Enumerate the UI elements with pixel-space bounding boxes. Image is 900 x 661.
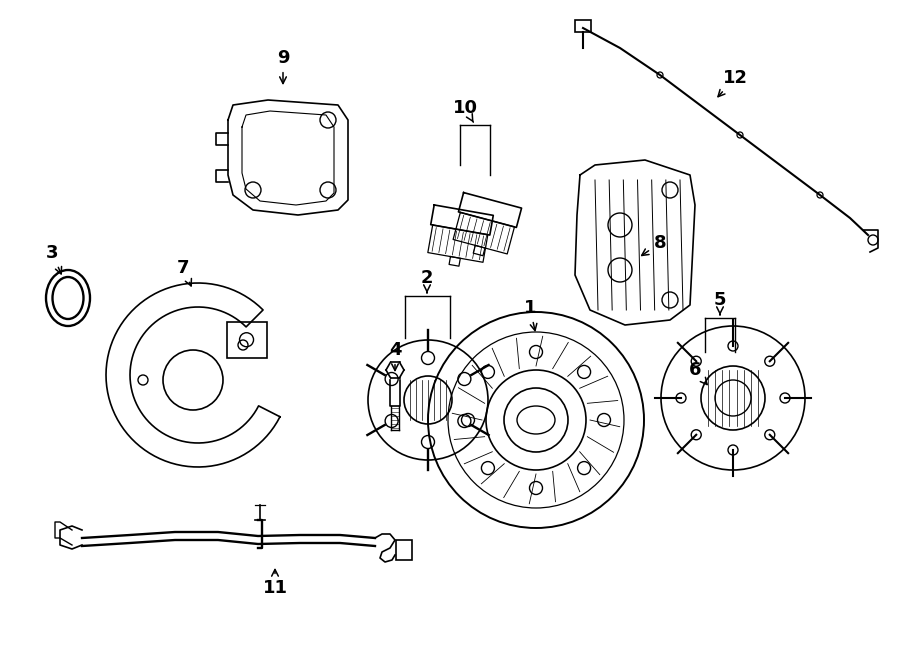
Text: 11: 11 xyxy=(263,570,287,597)
Text: 10: 10 xyxy=(453,99,478,122)
Text: 3: 3 xyxy=(46,244,61,274)
Text: 7: 7 xyxy=(176,259,192,286)
Text: 9: 9 xyxy=(277,49,289,83)
Text: 1: 1 xyxy=(524,299,536,330)
Text: 2: 2 xyxy=(421,269,433,293)
Text: 8: 8 xyxy=(642,234,666,255)
Text: 5: 5 xyxy=(714,291,726,315)
Text: 12: 12 xyxy=(718,69,748,97)
Text: 6: 6 xyxy=(688,361,707,385)
Text: 4: 4 xyxy=(389,341,401,371)
